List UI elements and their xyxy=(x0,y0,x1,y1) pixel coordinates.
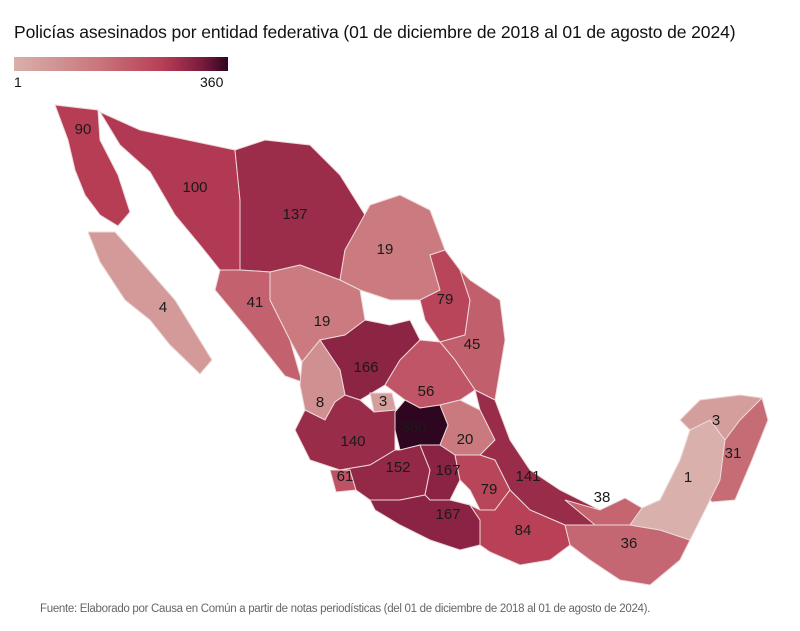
value-label-aguascalientes: 3 xyxy=(379,393,387,410)
value-label-chiapas: 36 xyxy=(621,535,638,552)
chart-title: Policías asesinados por entidad federati… xyxy=(14,22,736,42)
state-sinaloa xyxy=(214,269,303,383)
legend-min-label: 1 xyxy=(14,74,22,90)
value-label-nayarit: 8 xyxy=(316,394,324,411)
color-scale-legend xyxy=(14,57,228,71)
value-label-zacatecas: 166 xyxy=(353,359,378,376)
value-label-sinaloa: 41 xyxy=(247,294,264,311)
state-chiapas xyxy=(564,524,691,586)
state-quintana-roo xyxy=(709,397,769,503)
value-label-guerrero: 167 xyxy=(435,506,460,523)
value-label-chihuahua: 137 xyxy=(282,206,307,223)
value-label-michoacan: 152 xyxy=(385,459,410,476)
value-label-sonora: 100 xyxy=(182,179,207,196)
legend-max-label: 360 xyxy=(200,74,224,90)
value-label-veracruz: 141 xyxy=(515,468,540,485)
value-label-oaxaca: 84 xyxy=(515,522,532,539)
value-label-baja-california: 90 xyxy=(75,121,92,138)
value-label-puebla: 79 xyxy=(481,481,498,498)
source-note: Fuente: Elaborado por Causa en Común a p… xyxy=(40,603,651,615)
value-label-baja-california-sur: 4 xyxy=(159,299,167,316)
state-campeche xyxy=(629,419,726,541)
value-label-quintana-roo: 31 xyxy=(725,445,742,462)
value-label-tabasco: 38 xyxy=(594,489,611,506)
value-label-yucatan: 3 xyxy=(712,412,720,429)
state-baja-california xyxy=(54,104,131,227)
state-baja-california-sur xyxy=(87,231,213,375)
value-label-guanajuato: 360 xyxy=(401,419,426,436)
value-label-coahuila: 19 xyxy=(377,241,394,258)
value-label-estado-de-mexico: 167 xyxy=(435,462,460,479)
state-guerrero xyxy=(369,494,481,551)
value-label-durango: 19 xyxy=(314,313,331,330)
value-label-jalisco: 140 xyxy=(340,433,365,450)
value-label-tamaulipas: 45 xyxy=(464,336,481,353)
value-label-campeche: 1 xyxy=(684,469,692,486)
value-label-san-luis-potosi: 56 xyxy=(418,383,435,400)
value-label-colima: 61 xyxy=(337,468,354,485)
value-label-nuevo-leon: 79 xyxy=(437,291,454,308)
value-label-queretaro-hidalgo: 20 xyxy=(457,431,474,448)
